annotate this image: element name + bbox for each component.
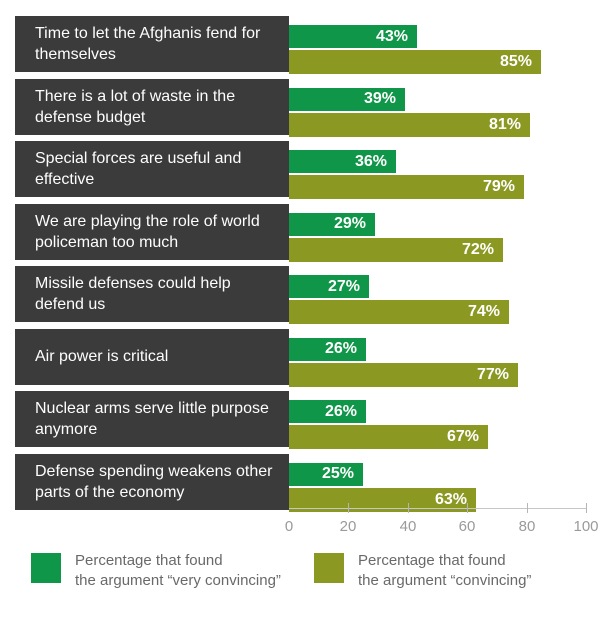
category-label: Special forces are useful and effective — [35, 150, 242, 188]
legend-label-very-convincing: Percentage that found the argument “very … — [75, 551, 281, 591]
x-axis-tick — [527, 503, 528, 513]
bar-convincing: 77% — [289, 362, 518, 387]
bar-convincing: 72% — [289, 237, 503, 262]
bar-convincing: 74% — [289, 300, 509, 324]
bar-value-label: 36% — [354, 152, 387, 170]
bar-convincing: 85% — [289, 50, 541, 74]
bar-value-label: 74% — [467, 303, 500, 320]
bar-value-label: 39% — [363, 90, 396, 107]
bar-value-label: 81% — [488, 115, 521, 133]
x-axis-tick — [348, 503, 349, 513]
bar-value-label: 43% — [375, 27, 408, 45]
x-axis-tick-label: 20 — [339, 518, 357, 535]
x-axis-tick-label: 0 — [284, 518, 294, 535]
category-label-box: Nuclear arms serve little purpose anymor… — [15, 391, 289, 447]
x-axis-tick-label: 80 — [518, 518, 536, 535]
bar-value-label: 29% — [333, 215, 366, 232]
bar-value-label: 26% — [324, 402, 357, 420]
category-label: Nuclear arms serve little purpose anymor… — [35, 400, 269, 438]
bar-very-convincing: 29% — [289, 212, 375, 236]
bar-value-label: 79% — [482, 178, 515, 195]
bar-very-convincing: 25% — [289, 462, 363, 486]
bar-value-label: 25% — [321, 465, 354, 482]
category-label-box: We are playing the role of world policem… — [15, 203, 289, 260]
category-label-box: Defense spending weakens other parts of … — [15, 453, 289, 510]
legend-line: the argument “very convincing” — [75, 572, 281, 589]
bar-very-convincing: 39% — [289, 87, 405, 111]
bar-convincing: 81% — [289, 112, 530, 137]
x-axis-tick-label: 60 — [458, 518, 476, 535]
bar-value-label: 72% — [461, 240, 494, 258]
bar-value-label: 67% — [446, 428, 479, 445]
x-axis-tick — [586, 503, 587, 513]
category-label-box: Missile defenses could help defend us — [15, 266, 289, 322]
x-axis-tick — [408, 503, 409, 513]
legend-line: Percentage that found — [358, 552, 506, 569]
bar-value-label: 85% — [499, 53, 532, 70]
category-label: Defense spending weakens other parts of … — [35, 462, 273, 501]
bar-convincing: 67% — [289, 425, 488, 449]
x-axis-line — [289, 508, 586, 509]
bar-value-label: 77% — [476, 365, 509, 383]
category-label: Missile defenses could help defend us — [35, 275, 231, 313]
category-label: Time to let the Afghanis fend for themse… — [35, 25, 261, 63]
category-label: There is a lot of waste in the defense b… — [35, 87, 236, 126]
bar-value-label: 27% — [327, 277, 360, 295]
x-axis-tick-label: 100 — [573, 518, 599, 535]
legend-line: Percentage that found — [75, 552, 223, 569]
bar-very-convincing: 26% — [289, 337, 366, 361]
legend-label-convincing: Percentage that found the argument “convi… — [358, 551, 531, 591]
bar-value-label: 63% — [434, 490, 467, 508]
bar-very-convincing: 36% — [289, 150, 396, 173]
legend-line: the argument “convincing” — [358, 572, 532, 589]
legend-item-convincing: Percentage that found the argument “convi… — [314, 551, 531, 591]
bar-very-convincing: 43% — [289, 25, 417, 48]
legend-swatch-very-convincing-icon — [31, 553, 61, 583]
category-label-box: Special forces are useful and effective — [15, 141, 289, 197]
category-label: We are playing the role of world policem… — [35, 212, 260, 251]
category-label-box: Time to let the Afghanis fend for themse… — [15, 16, 289, 72]
legend-swatch-convincing-icon — [314, 553, 344, 583]
category-label-box: There is a lot of waste in the defense b… — [15, 78, 289, 135]
bar-convincing: 79% — [289, 175, 524, 199]
bar-very-convincing: 26% — [289, 400, 366, 423]
legend-item-very-convincing: Percentage that found the argument “very … — [31, 551, 281, 591]
bar-value-label: 26% — [324, 340, 357, 357]
bar-convincing: 63% — [289, 487, 476, 512]
category-label: Air power is critical — [35, 348, 169, 365]
x-axis-tick-label: 40 — [399, 518, 417, 535]
x-axis-tick — [467, 503, 468, 513]
category-label-box: Air power is critical — [15, 328, 289, 385]
bar-very-convincing: 27% — [289, 275, 369, 298]
